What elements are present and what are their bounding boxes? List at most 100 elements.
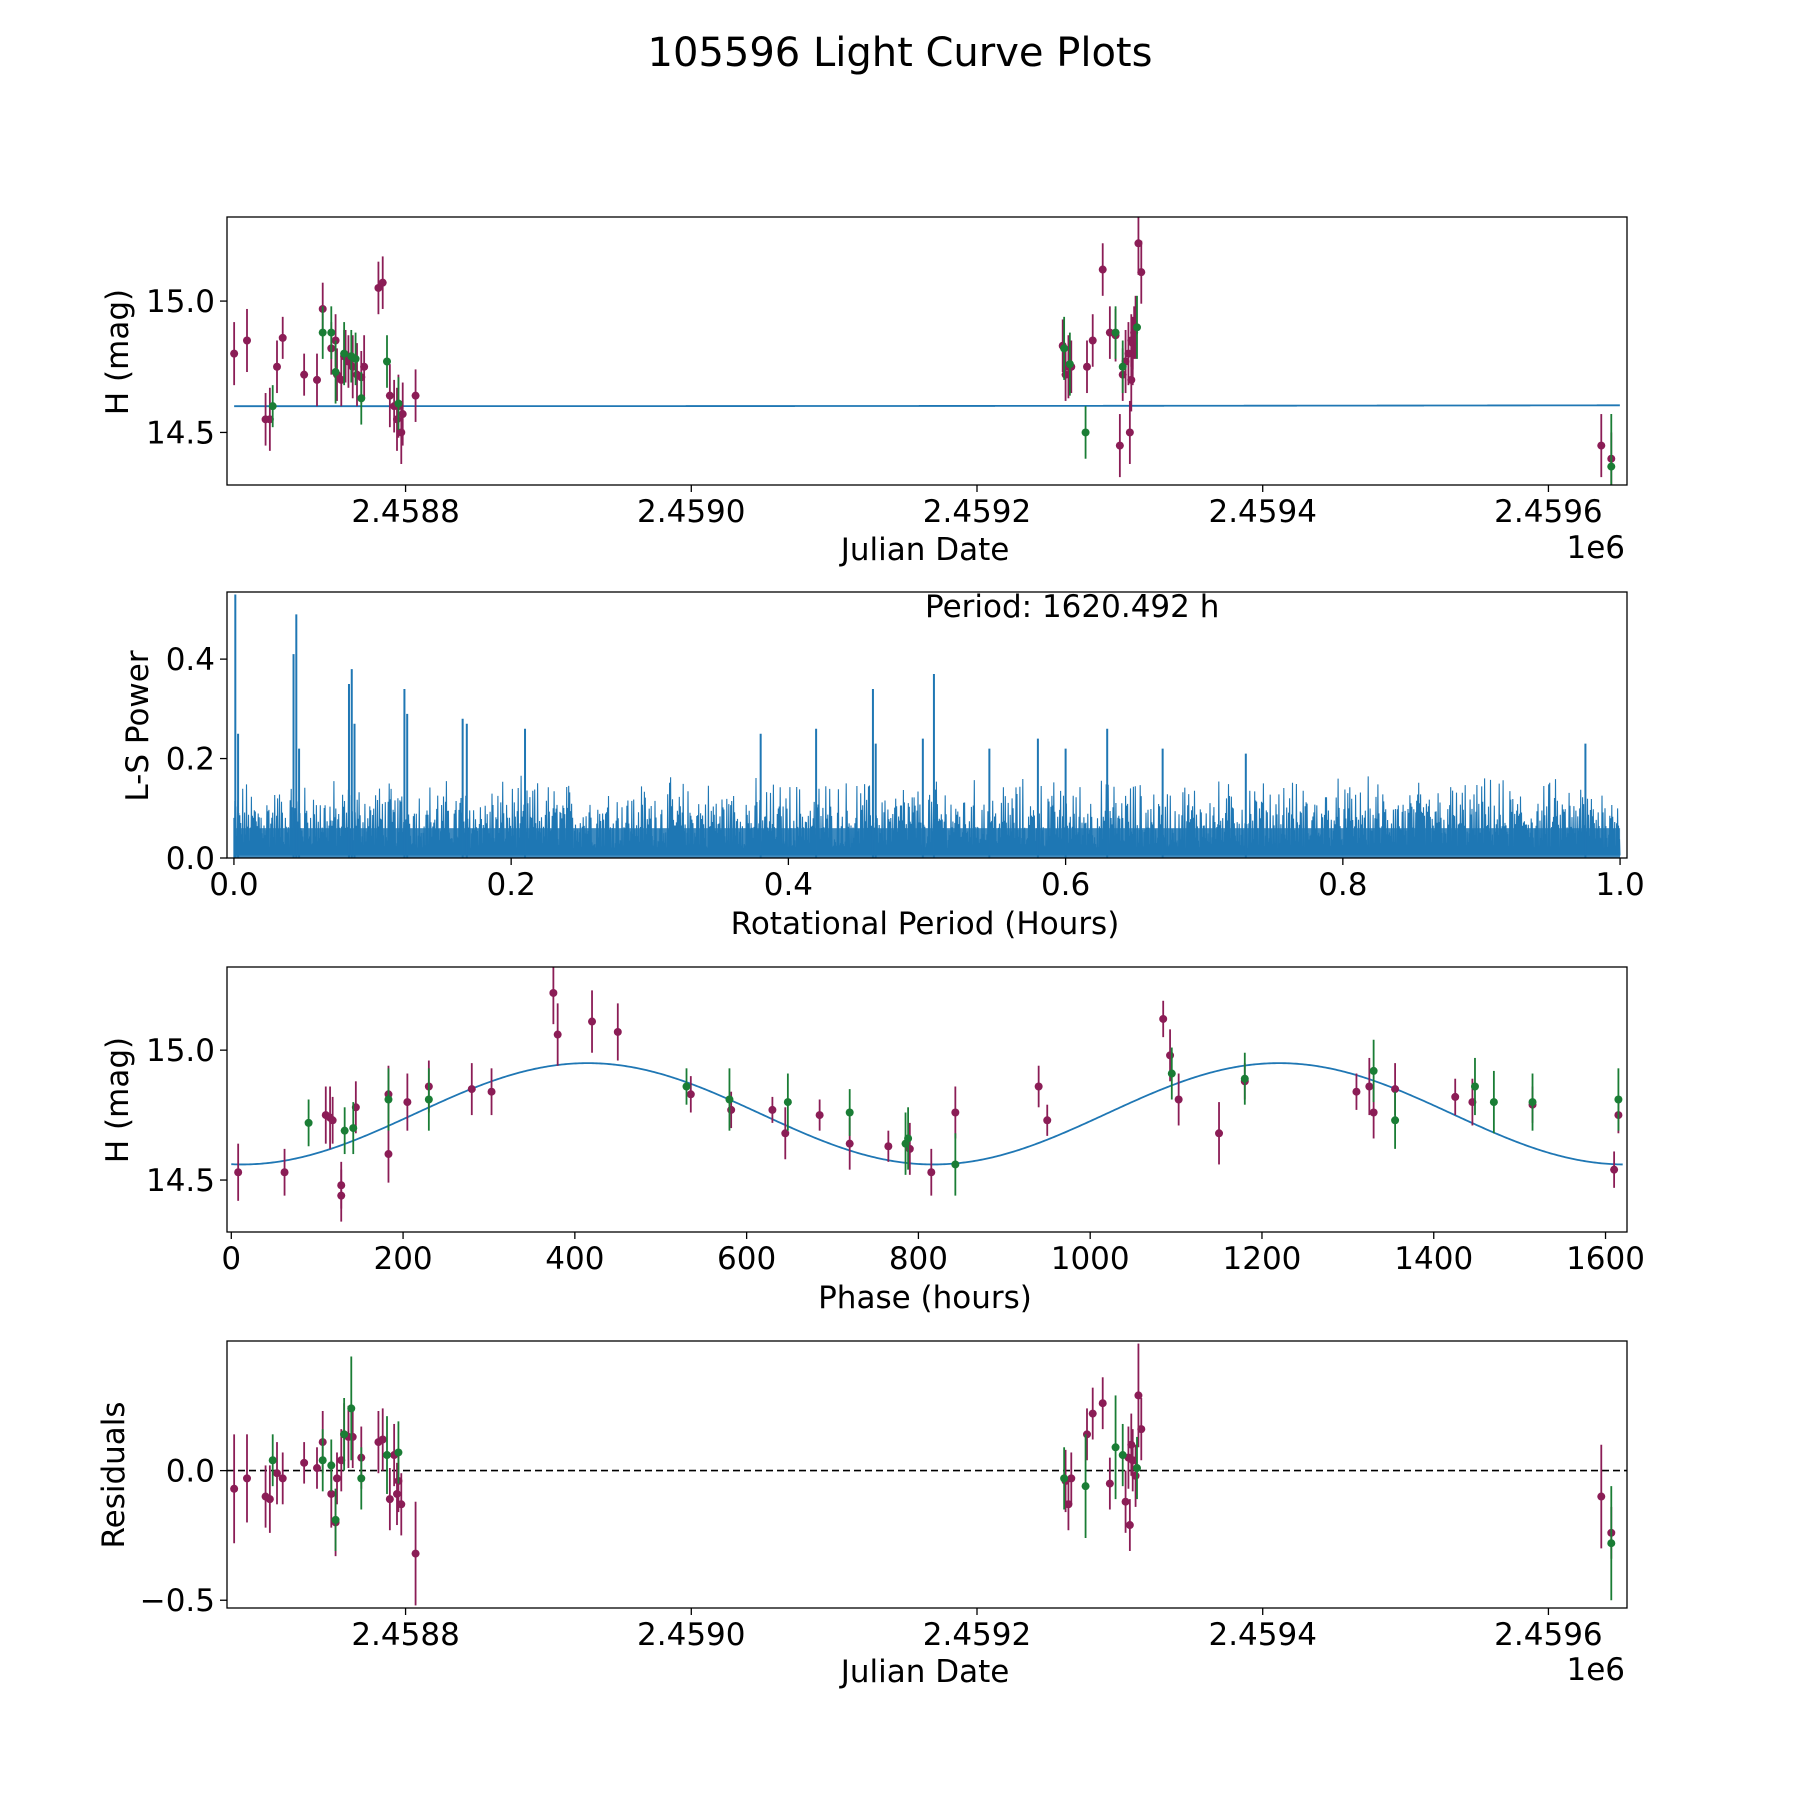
phased-data-point [1489,1098,1498,1107]
phased-data-point [1166,1051,1175,1060]
phased-data-point [927,1168,936,1177]
lightcurve-data-point [1127,375,1136,384]
residuals-data-point [327,1489,336,1498]
residuals-data-point [393,1489,401,1498]
lightcurve-data-point [313,375,321,384]
periodogram-panel: 0.0 0.2 0.4 0.6 0.8 1.0 0.0 0.2 0.4 [166,591,1645,903]
phased-ylabel: H (mag) [100,1037,136,1163]
phased-data-point [1352,1087,1361,1096]
residuals-data-point [378,1435,387,1444]
lightcurve-data-point [378,278,387,287]
lightcurve-xlabel: Julian Date [839,532,1010,568]
phased-data-point [781,1129,790,1138]
phased-xtick-label: 800 [889,1241,948,1277]
periodogram-ytick-label: 0.2 [166,742,215,778]
phased-data-point [1043,1116,1052,1125]
phased-data-point [1610,1165,1619,1174]
phased-data-point [845,1139,854,1148]
lightcurve-data-point [273,362,281,371]
phased-xtick-label: 1600 [1566,1241,1645,1277]
phased-data-point [424,1095,433,1104]
period-annotation: Period: 1620.492 h [925,589,1219,625]
lightcurve-data-point [340,349,349,358]
periodogram-dense-band [233,828,1621,858]
phased-data-point [951,1108,960,1117]
residuals-xlabel: Julian Date [839,1654,1010,1690]
residuals-plot-area [227,1343,1627,1606]
lightcurve-data-point [1115,441,1124,450]
lightcurve-data-point [1607,462,1616,471]
lightcurve-data-point [385,391,394,400]
phased-data-point [487,1087,496,1096]
lightcurve-data-point [411,391,420,400]
lightcurve-data-point [1597,441,1606,450]
phased-data-point [1215,1129,1224,1138]
residuals-xtick-label: 2.4590 [637,1617,745,1653]
lightcurve-data-point [1125,428,1134,437]
lightcurve-plot-area [230,217,1620,485]
phased-xtick-label: 400 [545,1241,604,1277]
lightcurve-model-curve [234,404,1620,408]
residuals-data-point [1131,1471,1140,1480]
lightcurve-xtick-label: 2.4596 [1494,494,1602,530]
lightcurve-xtick-label: 2.4592 [923,494,1031,530]
phased-data-point [727,1105,736,1114]
phased-frame [226,966,1628,1233]
residuals-data-point [1067,1474,1076,1483]
phased-data-point [1451,1092,1460,1101]
residuals-data-point [1105,1479,1114,1488]
lightcurve-data-point [1137,268,1146,277]
residuals-data-point [1118,1451,1127,1460]
phased-xtick-label: 1200 [1223,1241,1302,1277]
phased-data-point [951,1160,960,1169]
lightcurve-data-point [394,399,403,408]
phased-data-point [1391,1116,1400,1125]
periodogram-frame [226,591,1628,859]
periodogram-xtick-label: 0.6 [1041,867,1090,903]
lightcurve-data-point [278,333,287,342]
residuals-offset-label: 1e6 [1566,1652,1625,1688]
phased-ytick-label: 15.0 [146,1033,215,1069]
residuals-data-point [1081,1482,1090,1491]
phased-data-point [1391,1085,1400,1094]
phased-xtick-label: 0 [221,1241,241,1277]
phased-ytick-label: 14.5 [146,1163,215,1199]
phased-data-point [1614,1095,1623,1104]
residuals-frame [226,1340,1628,1609]
phased-data-point [1470,1082,1479,1091]
phased-panel: 0 200 400 600 800 1000 1200 1400 1600 15.0 14.5 [146,966,1645,1277]
phased-model-curve [231,1062,1623,1166]
lightcurve-ytick-label: 14.5 [146,415,215,451]
residuals-xtick-label: 2.4592 [923,1617,1031,1653]
residuals-data-point [1127,1440,1136,1449]
residuals-xtick-label: 2.4596 [1494,1617,1602,1653]
phased-plot-area [231,967,1623,1222]
phased-data-point [349,1124,358,1133]
phased-data-point [845,1108,854,1117]
lightcurve-ylabel: H (mag) [100,289,136,415]
residuals-panel: 2.4588 2.4590 2.4592 2.4594 2.4596 0.0 −0.5 [140,1340,1628,1653]
lightcurve-data-point [331,368,340,377]
phased-data-point [328,1116,337,1125]
periodogram-ytick-label: 0.4 [166,642,215,678]
residuals-data-point [1597,1492,1606,1501]
phased-data-point [384,1150,393,1159]
residuals-data-point [1607,1539,1616,1548]
lightcurve-data-point [243,336,251,345]
residuals-data-point [397,1500,406,1509]
phased-data-point [340,1126,349,1135]
lightcurve-data-point [1060,344,1069,353]
lightcurve-data-point [1133,323,1141,332]
residuals-data-point [340,1430,349,1439]
lightcurve-frame [226,216,1628,486]
lightcurve-data-point [1098,265,1107,274]
residuals-data-point [327,1461,336,1470]
phased-data-point [403,1098,412,1107]
lightcurve-data-point [1081,428,1090,437]
phased-xtick-label: 1000 [1051,1241,1130,1277]
residuals-data-point [383,1451,391,1460]
residuals-data-point [1098,1399,1107,1408]
residuals-data-point [333,1474,341,1483]
lightcurve-data-point [357,394,366,403]
phased-data-point [1365,1082,1374,1091]
